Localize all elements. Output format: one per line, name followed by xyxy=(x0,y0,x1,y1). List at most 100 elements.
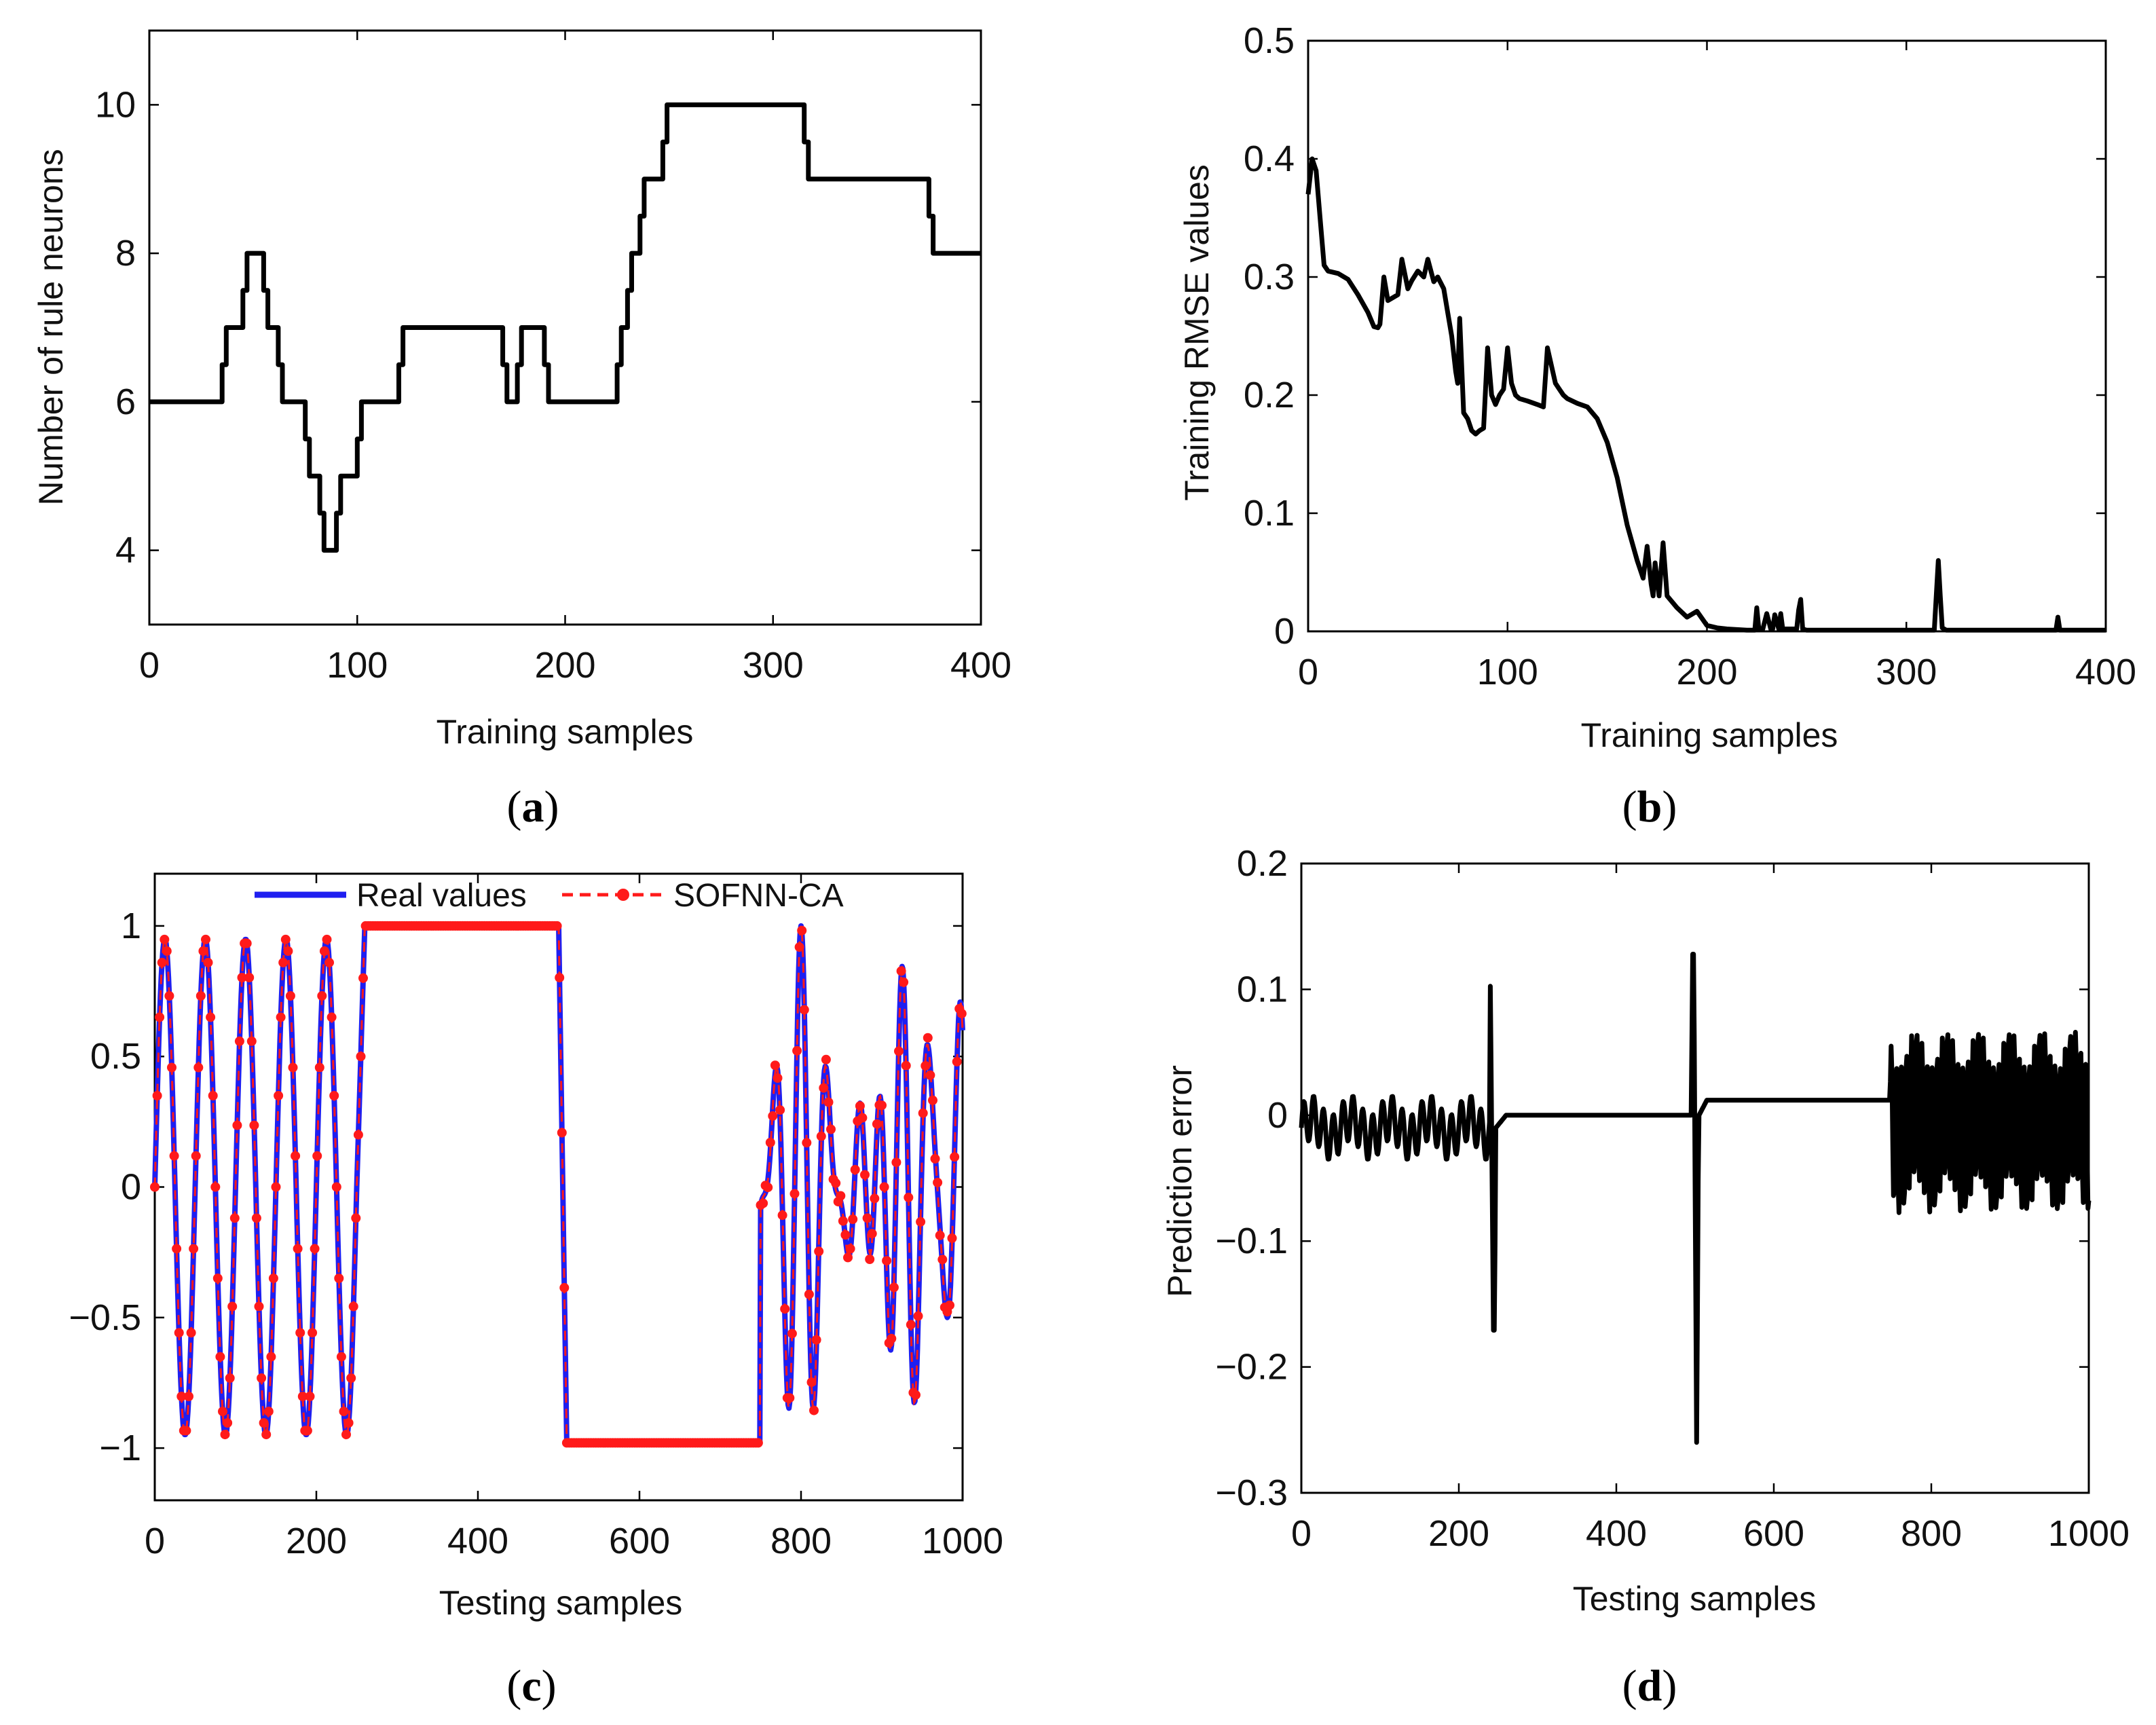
chart-c-pred-marker xyxy=(336,1352,346,1362)
chart-c-pred-marker xyxy=(249,1120,259,1130)
chart-c-pred-marker xyxy=(877,1100,887,1111)
chart-c-pred-marker xyxy=(189,1244,199,1254)
chart-c-pred-marker xyxy=(157,957,167,967)
chart-c-pred-marker xyxy=(346,1373,356,1383)
chart-c-pred-marker xyxy=(155,1012,165,1022)
chart-c-pred-marker xyxy=(843,1253,853,1263)
chart-c: 0 200 400 600 800 1000 −1 −0.5 0 0.5 1 Real value… xyxy=(69,872,1003,1711)
chart-c-pred-marker xyxy=(203,957,213,967)
chart-c-pred-marker xyxy=(218,1407,227,1417)
chart-c-pred-marker xyxy=(271,1182,281,1192)
chart-a-ticks xyxy=(148,31,982,625)
chart-c-pred-marker xyxy=(806,1377,817,1388)
chart-d-y-tick-labels: −0.3 −0.2 −0.1 0 0.1 0.2 xyxy=(1215,843,1288,1513)
chart-c-pred-marker xyxy=(162,946,172,956)
chart-b-x-tick-labels: 0 100 200 300 400 xyxy=(1298,652,2136,692)
chart-c-pred-marker xyxy=(770,1060,780,1071)
chart-b-xtick-label: 0 xyxy=(1298,652,1318,692)
legend-real-label: Real values xyxy=(356,878,527,914)
chart-b-xtick-label: 300 xyxy=(1876,652,1937,692)
chart-c-pred-marker xyxy=(341,1430,351,1440)
chart-d-xtick-label: 600 xyxy=(1743,1513,1804,1554)
chart-b-series-line xyxy=(1305,156,2106,633)
chart-c-pred-marker xyxy=(906,1320,916,1330)
chart-c-pred-marker xyxy=(821,1054,831,1064)
chart-c-pred-marker xyxy=(232,1120,242,1130)
chart-c-xtick-label: 800 xyxy=(770,1521,832,1561)
chart-c-pred-marker xyxy=(242,938,252,948)
chart-c-pred-marker xyxy=(845,1244,855,1254)
chart-c-pred-marker xyxy=(904,1192,914,1202)
chart-a-xtick-label: 0 xyxy=(139,645,160,686)
chart-c-pred-marker xyxy=(215,1352,225,1362)
chart-d-x-tick-labels: 0 200 400 600 800 1000 xyxy=(1291,1513,2130,1554)
legend-pred-label: SOFNN-CA xyxy=(673,878,844,914)
chart-c-pred-marker xyxy=(765,1138,775,1147)
chart-c-pred-marker xyxy=(285,991,295,1001)
chart-c-pred-marker xyxy=(263,1407,274,1417)
chart-c-pred-marker xyxy=(288,1062,298,1073)
chart-c-pred-marker xyxy=(775,1105,785,1115)
chart-c-pred-marker xyxy=(555,973,565,983)
chart-c-pred-marker xyxy=(164,991,174,1001)
chart-c-pred-marker xyxy=(297,1392,308,1401)
chart-b-lines xyxy=(1305,156,2106,633)
chart-c-ytick-label: −1 xyxy=(99,1428,141,1468)
chart-c-pred-marker xyxy=(314,1062,324,1073)
chart-a-lines xyxy=(149,102,981,553)
chart-c-pred-marker xyxy=(246,1036,257,1046)
chart-c-ytick-label: 0.5 xyxy=(90,1036,141,1077)
chart-c-pred-marker xyxy=(826,1124,836,1134)
chart-c-pred-marker xyxy=(816,1131,826,1141)
chart-c-lines xyxy=(150,921,967,1448)
chart-c-pred-marker xyxy=(925,1070,935,1080)
chart-c-pred-marker xyxy=(930,1153,940,1164)
chart-c-pred-marker xyxy=(797,925,807,935)
chart-c-pred-marker xyxy=(150,1182,160,1192)
chart-c-pred-marker xyxy=(302,1426,312,1436)
chart-c-pred-marker xyxy=(559,1282,570,1293)
chart-a-plot-area xyxy=(148,29,982,626)
chart-b-ytick-label: 0.2 xyxy=(1244,375,1295,415)
chart-c-pred-marker xyxy=(229,1213,240,1223)
chart-a-x-tick-labels: 0 100 200 300 400 xyxy=(139,645,1011,686)
chart-c-pred-marker xyxy=(850,1165,860,1174)
chart-c-pred-marker xyxy=(169,1151,179,1161)
chart-a-caption: (a) xyxy=(507,782,559,832)
chart-a: 0 100 200 300 400 4 6 8 10 Training samples Num… xyxy=(32,29,1011,832)
chart-c-pred-marker xyxy=(244,973,255,982)
chart-c-y-tick-labels: −1 −0.5 0 0.5 1 xyxy=(69,906,141,1468)
chart-d: 0 200 400 600 800 1000 −0.3 −0.2 −0.1 0 0.1 0.2 Te… xyxy=(1161,843,2130,1711)
chart-c-pred-marker xyxy=(804,1289,814,1299)
chart-c-pred-marker xyxy=(322,934,332,944)
chart-c-pred-marker xyxy=(167,1062,176,1073)
chart-c-pred-marker xyxy=(266,1352,276,1362)
chart-c-pred-marker xyxy=(799,1005,809,1015)
chart-c-pred-marker xyxy=(947,1233,957,1243)
chart-c-pred-marker xyxy=(223,1418,233,1428)
chart-c-pred-marker xyxy=(831,1178,841,1188)
chart-c-pred-marker xyxy=(840,1230,851,1240)
chart-c-pred-marker xyxy=(882,1256,892,1266)
chart-c-pred-marker xyxy=(952,1056,962,1066)
chart-c-pred-marker xyxy=(802,1138,812,1148)
chart-c-pred-marker xyxy=(356,1052,366,1062)
chart-b-ytick-label: 0.4 xyxy=(1244,138,1295,179)
chart-c-pred-marker xyxy=(234,1036,244,1046)
chart-a-xtick-label: 300 xyxy=(743,645,804,686)
chart-c-pred-marker xyxy=(283,946,293,956)
chart-a-ytick-label: 10 xyxy=(95,84,136,125)
chart-c-pred-marker xyxy=(227,1301,238,1312)
chart-c-pred-marker xyxy=(268,1274,278,1283)
chart-d-series-line xyxy=(1299,952,2092,1445)
chart-c-pred-marker xyxy=(923,1033,933,1043)
chart-c-pred-marker xyxy=(887,1333,897,1343)
chart-c-pred-marker xyxy=(809,1405,819,1415)
chart-c-pred-marker xyxy=(152,1091,162,1100)
chart-c-pred-marker xyxy=(780,1304,790,1314)
chart-a-ytick-label: 6 xyxy=(115,382,136,422)
chart-c-ytick-label: −0.5 xyxy=(69,1297,141,1338)
chart-c-pred-marker xyxy=(291,1151,301,1161)
chart-d-caption: (d) xyxy=(1622,1661,1677,1711)
